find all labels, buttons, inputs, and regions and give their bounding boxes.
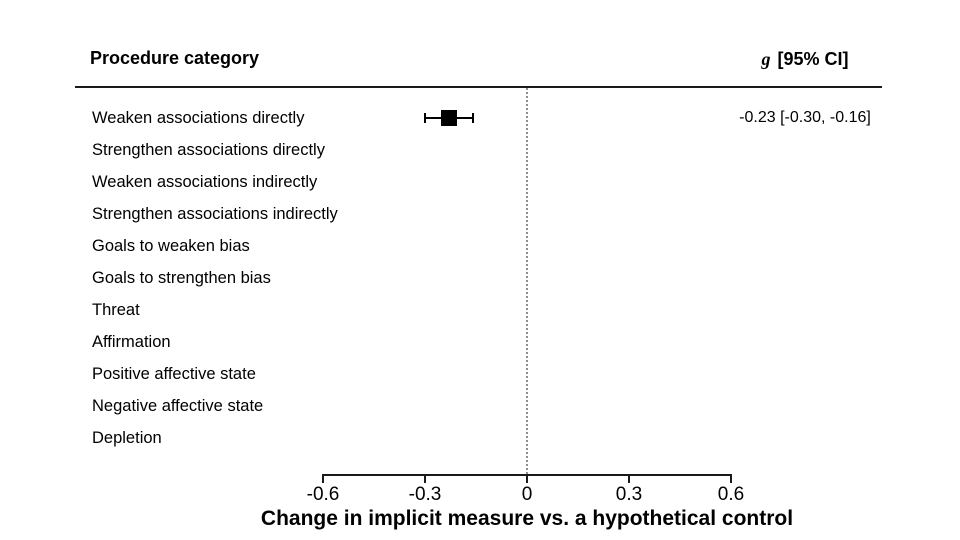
- category-label: Strengthen associations indirectly: [92, 205, 338, 223]
- category-label: Weaken associations indirectly: [92, 173, 318, 191]
- category-label: Strengthen associations directly: [92, 141, 325, 159]
- g-symbol: g: [761, 49, 771, 69]
- x-tick-mark: [322, 474, 324, 483]
- category-label: Negative affective state: [92, 397, 264, 415]
- x-tick-label: 0.3: [615, 484, 643, 505]
- category-label: Weaken associations directly: [92, 109, 305, 127]
- category-label: Threat: [92, 301, 140, 319]
- confidence-interval-cap: [424, 113, 426, 123]
- point-estimate-marker: [440, 110, 457, 126]
- zero-reference-line: [526, 88, 528, 474]
- category-label: Goals to weaken bias: [92, 237, 250, 255]
- x-tick-label: -0.3: [408, 484, 442, 505]
- ci-header-text: [95% CI]: [777, 49, 849, 69]
- estimate-value: -0.23 [-0.30, -0.16]: [739, 109, 871, 126]
- column-header-procedure-category: Procedure category: [90, 48, 260, 68]
- confidence-interval-cap: [471, 113, 474, 123]
- category-label: Positive affective state: [92, 365, 256, 383]
- category-label: Affirmation: [92, 333, 171, 351]
- x-tick-mark: [424, 474, 426, 483]
- x-tick-mark: [730, 474, 732, 483]
- x-tick-mark: [628, 474, 630, 483]
- x-axis-title: Change in implicit measure vs. a hypothe…: [260, 507, 794, 530]
- category-label: Goals to strengthen bias: [92, 269, 271, 287]
- category-label: Depletion: [92, 429, 162, 447]
- x-tick-label: 0.6: [717, 484, 745, 505]
- x-tick-label: -0.6: [306, 484, 340, 505]
- x-tick-mark: [526, 474, 528, 483]
- header-divider-line: [75, 86, 882, 88]
- column-header-effect-size: g [95% CI]: [715, 49, 895, 70]
- x-tick-label: 0: [521, 484, 533, 505]
